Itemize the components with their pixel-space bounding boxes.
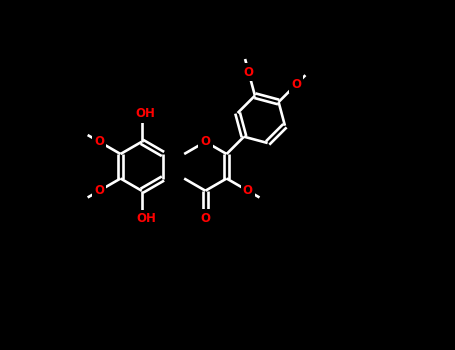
Text: O: O (94, 184, 104, 197)
Text: O: O (94, 135, 104, 148)
Text: O: O (291, 78, 301, 91)
Text: OH: OH (136, 212, 156, 225)
Text: OH: OH (135, 107, 155, 120)
Text: O: O (243, 65, 253, 78)
Text: O: O (200, 211, 210, 225)
Text: O: O (200, 135, 210, 148)
Text: O: O (243, 184, 253, 197)
